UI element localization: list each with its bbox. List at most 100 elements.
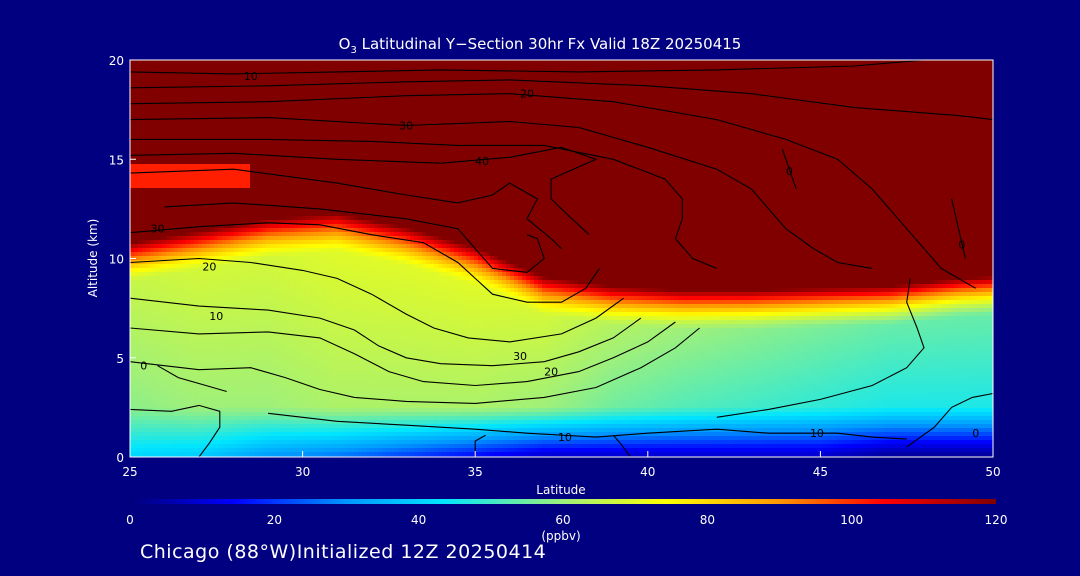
heatmap-cell — [242, 172, 247, 177]
heatmap-cell — [306, 260, 311, 265]
heatmap-cell — [186, 76, 191, 81]
heatmap-cell — [226, 388, 231, 393]
heatmap-cell — [266, 316, 271, 321]
heatmap-cell — [190, 148, 195, 153]
heatmap-cell — [278, 340, 283, 345]
heatmap-cell — [182, 192, 187, 197]
heatmap-cell — [166, 104, 171, 109]
heatmap-cell — [226, 208, 231, 213]
heatmap-cell — [154, 120, 159, 125]
heatmap-cell — [262, 364, 267, 369]
heatmap-cell — [294, 192, 299, 197]
heatmap-cell — [142, 112, 147, 117]
heatmap-cell — [302, 316, 307, 321]
heatmap-cell — [194, 120, 199, 125]
heatmap-cell — [174, 452, 179, 457]
heatmap-cell — [130, 404, 135, 409]
heatmap-cell — [306, 408, 311, 413]
heatmap-cell — [282, 124, 287, 129]
heatmap-cell — [194, 84, 199, 89]
heatmap-cell — [302, 296, 307, 301]
heatmap-cell — [162, 280, 167, 285]
heatmap-cell — [298, 288, 303, 293]
heatmap-cell — [178, 160, 183, 165]
heatmap-cell — [134, 344, 139, 349]
heatmap-cell — [206, 140, 211, 145]
heatmap-cell — [166, 324, 171, 329]
heatmap-cell — [254, 304, 259, 309]
heatmap-cell — [214, 304, 219, 309]
heatmap-cell — [302, 252, 307, 257]
heatmap-cell — [138, 216, 143, 221]
heatmap-cell — [266, 236, 271, 241]
heatmap-cell — [166, 340, 171, 345]
heatmap-cell — [318, 312, 323, 317]
heatmap-cell — [250, 448, 255, 453]
heatmap-cell — [226, 232, 231, 237]
heatmap-cell — [186, 348, 191, 353]
heatmap-cell — [138, 104, 143, 109]
heatmap-cell — [310, 328, 315, 333]
heatmap-cell — [314, 76, 319, 81]
heatmap-cell — [262, 380, 267, 385]
heatmap-cell — [230, 64, 235, 69]
heatmap-cell — [202, 192, 207, 197]
heatmap-cell — [306, 440, 311, 445]
heatmap-cell — [162, 108, 167, 113]
heatmap-cell — [134, 304, 139, 309]
heatmap-cell — [218, 144, 223, 149]
heatmap-cell — [266, 156, 271, 161]
heatmap-cell — [222, 208, 227, 213]
heatmap-cell — [170, 192, 175, 197]
heatmap-cell — [314, 108, 319, 113]
heatmap-cell — [214, 356, 219, 361]
heatmap-cell — [294, 168, 299, 173]
heatmap-cell — [250, 404, 255, 409]
heatmap-cell — [210, 428, 215, 433]
heatmap-cell — [238, 248, 243, 253]
heatmap-cell — [182, 212, 187, 217]
heatmap-cell — [198, 240, 203, 245]
heatmap-cell — [238, 156, 243, 161]
heatmap-cell — [210, 92, 215, 97]
heatmap-cell — [246, 328, 251, 333]
heatmap-cell — [242, 416, 247, 421]
heatmap-cell — [154, 68, 159, 73]
heatmap-cell — [242, 192, 247, 197]
heatmap-cell — [174, 428, 179, 433]
heatmap-cell — [182, 328, 187, 333]
heatmap-cell — [302, 188, 307, 193]
heatmap-cell — [146, 440, 151, 445]
heatmap-cell — [230, 148, 235, 153]
heatmap-cell — [314, 352, 319, 357]
heatmap-cell — [282, 108, 287, 113]
heatmap-cell — [146, 304, 151, 309]
heatmap-cell — [282, 216, 287, 221]
heatmap-cell — [286, 144, 291, 149]
heatmap-cell — [230, 448, 235, 453]
heatmap-cell — [258, 112, 263, 117]
heatmap-cell — [302, 164, 307, 169]
heatmap-cell — [310, 252, 315, 257]
heatmap-cell — [306, 428, 311, 433]
heatmap-cell — [262, 180, 267, 185]
heatmap-cell — [234, 452, 239, 457]
heatmap-cell — [322, 264, 327, 269]
heatmap-cell — [202, 156, 207, 161]
heatmap-cell — [230, 408, 235, 413]
heatmap-cell — [230, 172, 235, 177]
heatmap-cell — [226, 104, 231, 109]
heatmap-cell — [262, 144, 267, 149]
heatmap-cell — [146, 88, 151, 93]
heatmap-cell — [246, 148, 251, 153]
heatmap-cell — [310, 100, 315, 105]
heatmap-cell — [190, 340, 195, 345]
heatmap-cell — [226, 248, 231, 253]
heatmap-cell — [282, 320, 287, 325]
heatmap-cell — [186, 288, 191, 293]
heatmap-cell — [294, 256, 299, 261]
heatmap-cell — [318, 152, 323, 157]
heatmap-cell — [234, 248, 239, 253]
heatmap-cell — [258, 120, 263, 125]
heatmap-cell — [226, 124, 231, 129]
